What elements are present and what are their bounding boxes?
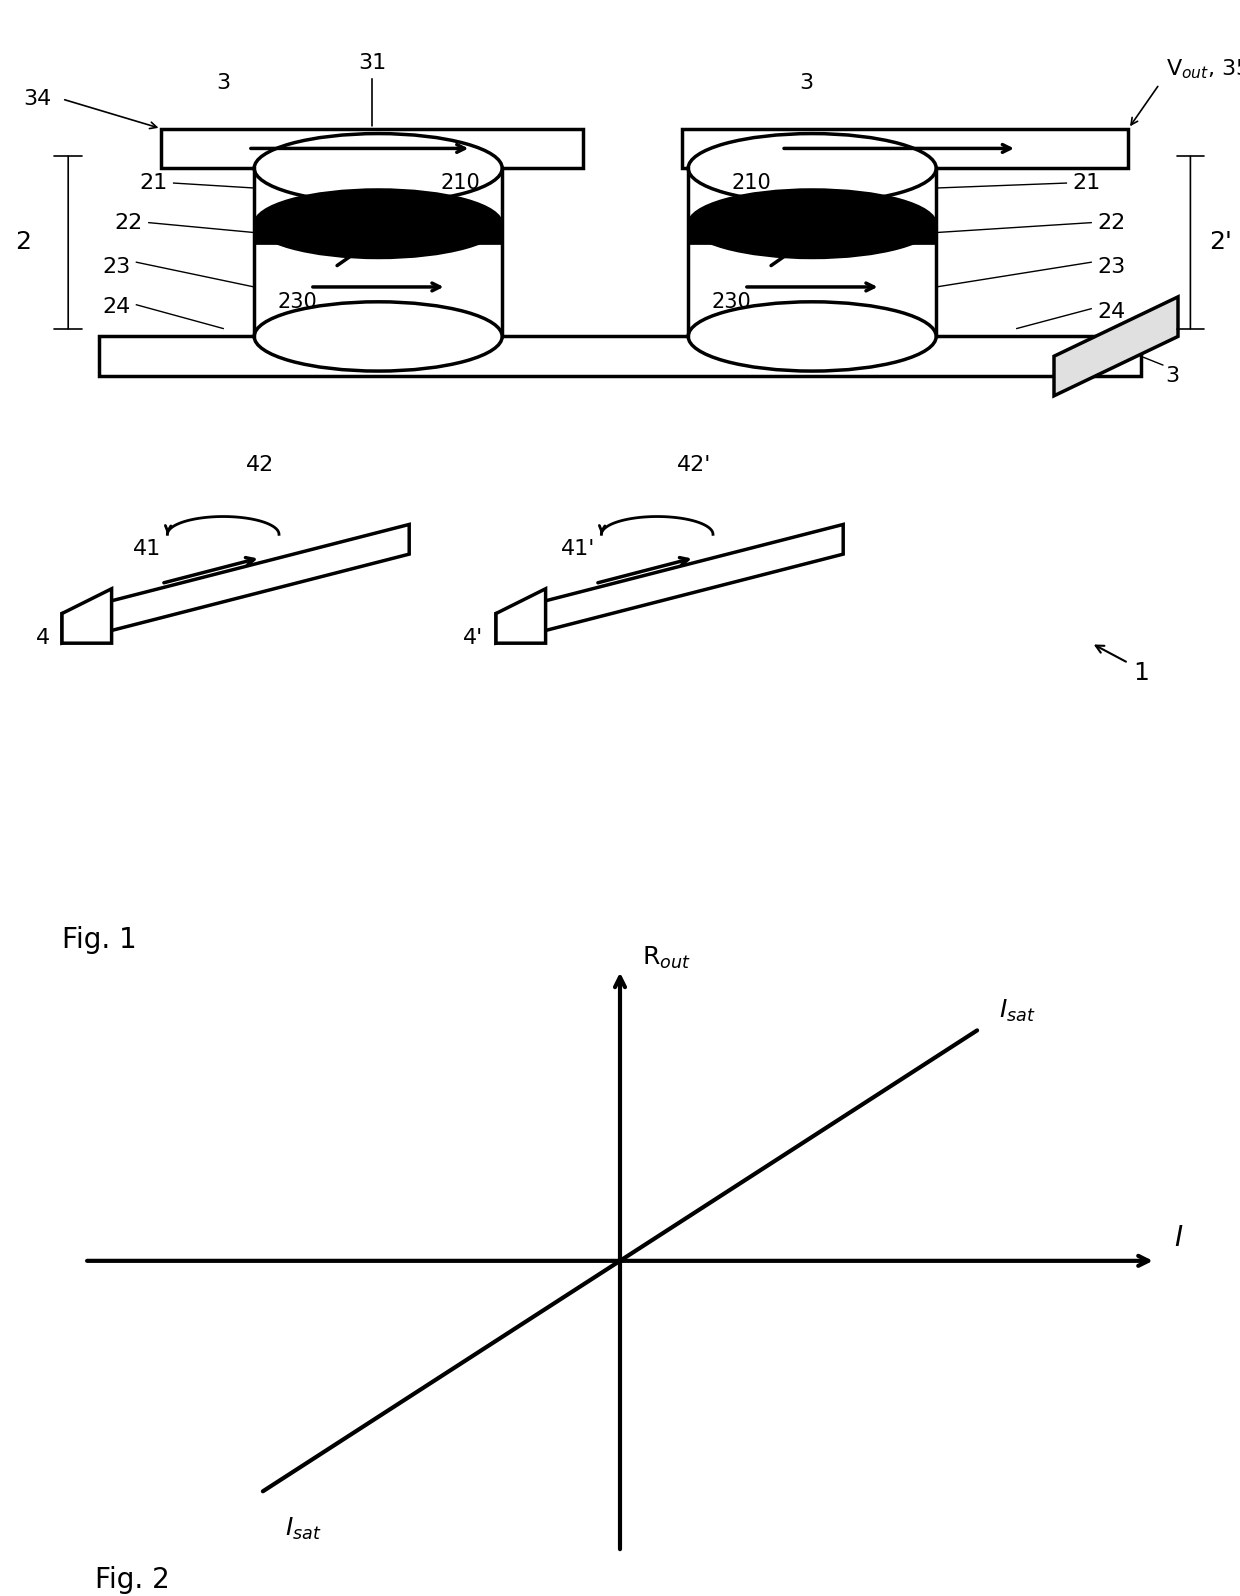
Text: 22: 22	[1097, 212, 1126, 233]
Text: 31: 31	[358, 53, 386, 126]
Text: R$_{out}$: R$_{out}$	[642, 945, 691, 970]
Text: 3: 3	[1166, 365, 1179, 386]
Text: 23: 23	[102, 257, 130, 278]
Text: 230: 230	[712, 292, 751, 311]
Text: I$_{sat}$: I$_{sat}$	[285, 1516, 322, 1542]
Ellipse shape	[254, 188, 502, 259]
Text: Fig. 1: Fig. 1	[62, 926, 136, 954]
Text: 3: 3	[799, 73, 813, 93]
Polygon shape	[496, 525, 843, 643]
Text: 42: 42	[247, 455, 274, 476]
Polygon shape	[62, 525, 409, 643]
Polygon shape	[1054, 297, 1178, 396]
Text: 21: 21	[139, 172, 167, 193]
Text: 3: 3	[216, 73, 231, 93]
Text: 42': 42'	[677, 455, 712, 476]
Polygon shape	[496, 589, 546, 643]
Ellipse shape	[688, 302, 936, 372]
Text: 21: 21	[1073, 172, 1101, 193]
Text: V$_{out}$, 35: V$_{out}$, 35	[1166, 57, 1240, 81]
Text: 1: 1	[1133, 661, 1148, 685]
Polygon shape	[99, 337, 1141, 377]
Polygon shape	[161, 129, 583, 168]
Ellipse shape	[254, 302, 502, 372]
Text: 4: 4	[36, 629, 50, 648]
Polygon shape	[682, 129, 1128, 168]
Text: 24: 24	[102, 297, 130, 316]
Polygon shape	[688, 223, 936, 244]
Text: I: I	[1174, 1224, 1182, 1251]
Text: 210: 210	[732, 172, 771, 193]
Text: 23: 23	[1097, 257, 1126, 278]
Text: I$_{sat}$: I$_{sat}$	[999, 998, 1037, 1025]
Text: 34: 34	[24, 89, 51, 109]
Polygon shape	[62, 589, 112, 643]
Text: 2': 2'	[1209, 230, 1231, 254]
Ellipse shape	[688, 134, 936, 203]
Polygon shape	[254, 223, 502, 244]
Text: 24: 24	[1097, 302, 1126, 322]
Text: 230: 230	[278, 292, 317, 311]
Text: 210: 210	[440, 172, 480, 193]
Text: Fig. 2: Fig. 2	[95, 1566, 170, 1594]
Text: 2: 2	[15, 230, 31, 254]
Ellipse shape	[254, 134, 502, 203]
Text: 22: 22	[114, 212, 143, 233]
Text: 4': 4'	[464, 629, 484, 648]
Text: 41: 41	[133, 539, 161, 559]
Ellipse shape	[688, 188, 936, 259]
Text: 41': 41'	[560, 539, 595, 559]
